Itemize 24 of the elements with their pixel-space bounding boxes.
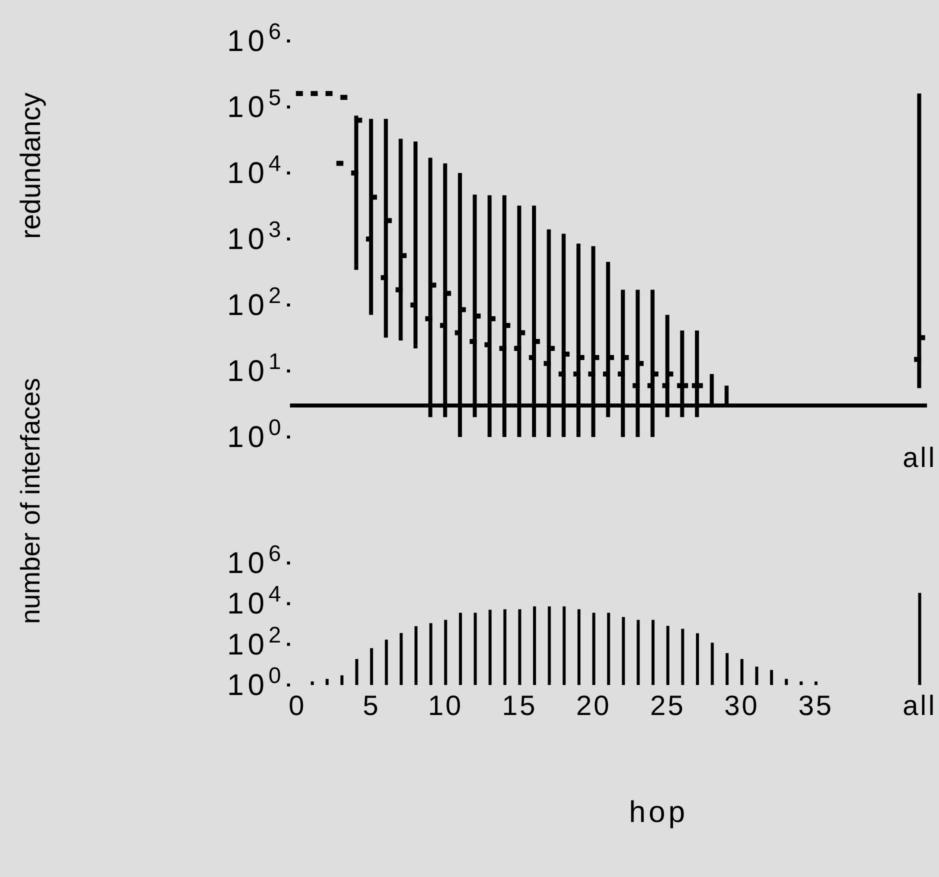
x-tick-label: 25 — [650, 690, 686, 721]
y-tick-label: 10$^{2}$ — [227, 282, 285, 322]
y-axis-title: number of interfaces — [16, 378, 46, 624]
x-tick-label: 20 — [576, 690, 612, 721]
x-tick-label: 15 — [502, 690, 538, 721]
x-tick-label: 30 — [724, 690, 760, 721]
y-tick-label: 10$^{0}$ — [227, 414, 285, 454]
y-tick-label: 10$^{3}$ — [227, 216, 285, 256]
y-tick-label: 10$^{4}$ — [227, 581, 285, 621]
x-tick-label: all — [902, 442, 937, 473]
x-tick-label: all — [902, 690, 937, 721]
y-tick-label: 10$^{1}$ — [227, 348, 285, 388]
y-tick-label: 10$^{6}$ — [227, 540, 285, 580]
x-tick-label: 10 — [428, 690, 464, 721]
x-tick-label: 5 — [362, 690, 380, 721]
x-axis-title: hop — [628, 796, 688, 829]
x-tick-label: 35 — [798, 690, 834, 721]
y-tick-label: 10$^{0}$ — [227, 662, 285, 702]
x-tick-label: 0 — [288, 690, 306, 721]
y-tick-label: 10$^{4}$ — [227, 150, 285, 190]
y-axis-title: redundancy — [14, 92, 46, 239]
y-tick-label: 10$^{5}$ — [227, 84, 285, 124]
y-tick-label: 10$^{6}$ — [227, 18, 285, 58]
y-tick-label: 10$^{2}$ — [227, 622, 285, 662]
